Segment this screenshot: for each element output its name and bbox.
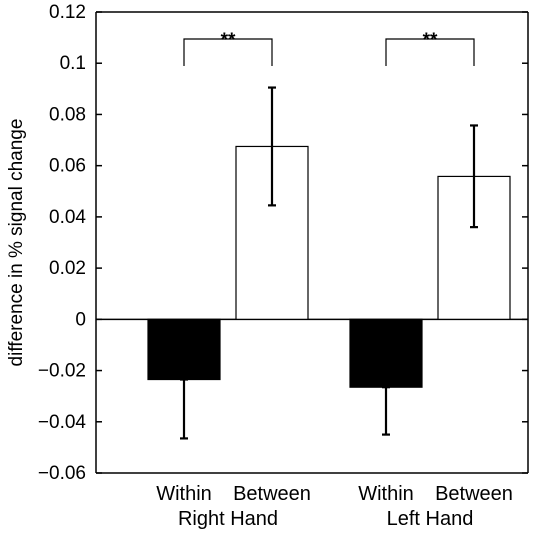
labels: −0.06 −0.04 −0.02 0 0.02 0.04 0.06 0.08 0.1 0.12 d… [6, 2, 513, 530]
category-label: Within [358, 483, 414, 505]
category-label: Between [435, 483, 513, 505]
y-tick-label: 0.06 [49, 156, 86, 177]
y-tick-label: −0.06 [38, 463, 86, 484]
y-tick-label: −0.04 [38, 412, 87, 433]
significance-bracket [183, 38, 273, 66]
y-tick-label: 0.12 [49, 2, 86, 23]
category-label: Between [233, 483, 311, 505]
y-tick-label: 0.08 [49, 104, 86, 125]
bars [147, 38, 511, 440]
significance-label: ** [423, 30, 438, 51]
y-axis-label: difference in % signal change [6, 119, 27, 367]
bar-left-hand-within [349, 318, 423, 388]
group-label: Right Hand [178, 508, 278, 530]
y-tick-label: 0.04 [49, 207, 86, 228]
y-tick-label: −0.02 [38, 361, 86, 382]
group-label: Left Hand [387, 508, 474, 530]
significance-bracket [385, 38, 475, 66]
significance-label: ** [221, 30, 236, 51]
bar-right-hand-within [147, 318, 221, 381]
y-tick-label: 0.02 [49, 258, 86, 279]
y-tick-label: 0.1 [60, 53, 86, 74]
y-tick-label: 0 [75, 309, 86, 330]
category-label: Within [156, 483, 212, 505]
